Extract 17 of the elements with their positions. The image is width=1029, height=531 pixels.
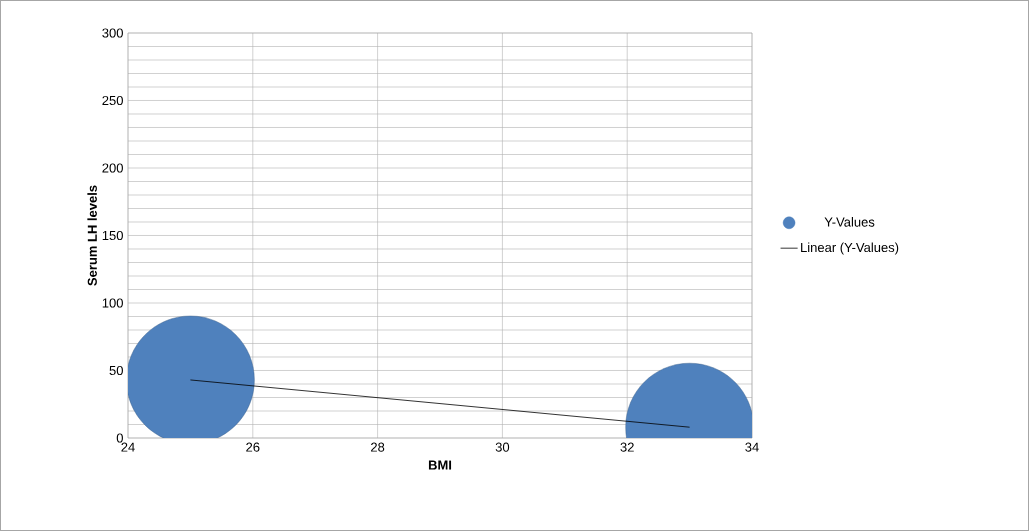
- legend-label: Linear (Y-Values): [801, 242, 899, 255]
- y-axis-title: Serum LH levels: [87, 185, 97, 286]
- y-tick-label: 50: [109, 365, 123, 376]
- y-tick-label: 300: [102, 28, 123, 38]
- x-tick-label: 30: [495, 442, 510, 452]
- legend-label: Y-Values: [824, 217, 875, 227]
- x-tick-label: 34: [745, 442, 759, 452]
- x-axis-title: BMI: [428, 460, 452, 470]
- y-tick-label: 150: [102, 230, 123, 241]
- x-tick-label: 24: [121, 442, 135, 452]
- y-tick-label: 250: [102, 95, 123, 106]
- x-tick-label: 26: [246, 442, 260, 452]
- x-tick-label: 32: [620, 442, 634, 452]
- y-tick-label: 0: [116, 433, 123, 443]
- y-tick-label: 100: [102, 298, 123, 308]
- y-tick-label: 200: [102, 163, 123, 173]
- x-tick-label: 28: [371, 442, 385, 452]
